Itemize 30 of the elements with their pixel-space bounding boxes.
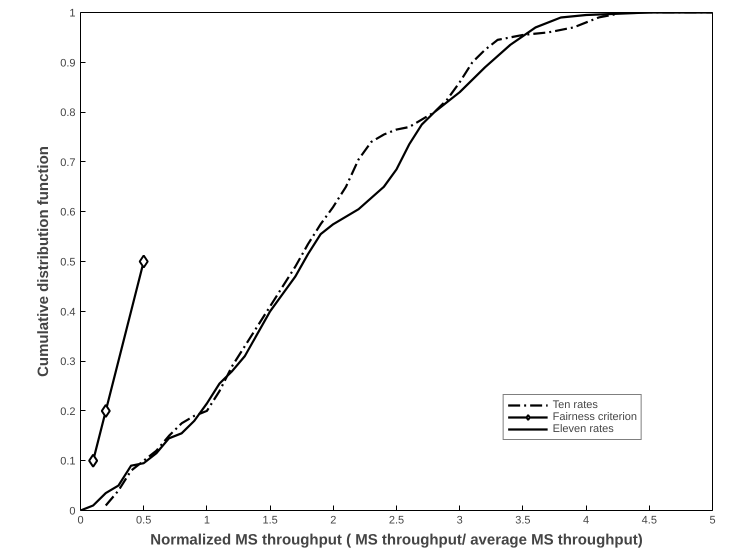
y-tick-label: 0.3 bbox=[60, 356, 76, 368]
x-tick-label: 1 bbox=[204, 514, 210, 526]
y-tick-label: 0.5 bbox=[60, 256, 76, 268]
x-tick-label: 2 bbox=[330, 514, 336, 526]
x-tick-label: 4.5 bbox=[642, 514, 657, 526]
y-tick-label: 0.8 bbox=[60, 107, 76, 120]
legend-label: Ten rates bbox=[552, 399, 598, 411]
y-tick-label: 0.1 bbox=[60, 456, 76, 468]
x-tick-label: 3 bbox=[456, 514, 463, 526]
x-axis-title: Normalized MS throughput ( MS throughput/ average MS throughput) bbox=[150, 532, 643, 548]
x-tick-label: 0.5 bbox=[136, 514, 152, 526]
y-axis-title: Cumulative distribution function bbox=[35, 146, 52, 377]
x-tick-label: 0 bbox=[77, 514, 84, 526]
y-tick-label: 0.7 bbox=[60, 156, 76, 169]
y-tick-label: 1 bbox=[69, 8, 76, 20]
y-tick-label: 0.9 bbox=[60, 57, 76, 70]
y-tick-label: 0.2 bbox=[60, 406, 76, 418]
legend-label: Fairness criterion bbox=[552, 411, 637, 423]
y-tick-label: 0.6 bbox=[60, 206, 76, 219]
x-tick-label: 1.5 bbox=[262, 514, 278, 526]
point bbox=[138, 254, 149, 268]
x-tick-label: 3.5 bbox=[515, 514, 531, 526]
legend-label: Eleven rates bbox=[552, 423, 614, 435]
y-tick-label: 0.4 bbox=[60, 306, 76, 318]
point bbox=[88, 454, 98, 468]
x-tick-label: 2.5 bbox=[388, 514, 404, 526]
y-tick-label: 0 bbox=[69, 506, 76, 518]
x-tick-label: 4 bbox=[583, 514, 590, 526]
x-tick-label: 5 bbox=[709, 514, 716, 526]
point bbox=[100, 404, 111, 418]
